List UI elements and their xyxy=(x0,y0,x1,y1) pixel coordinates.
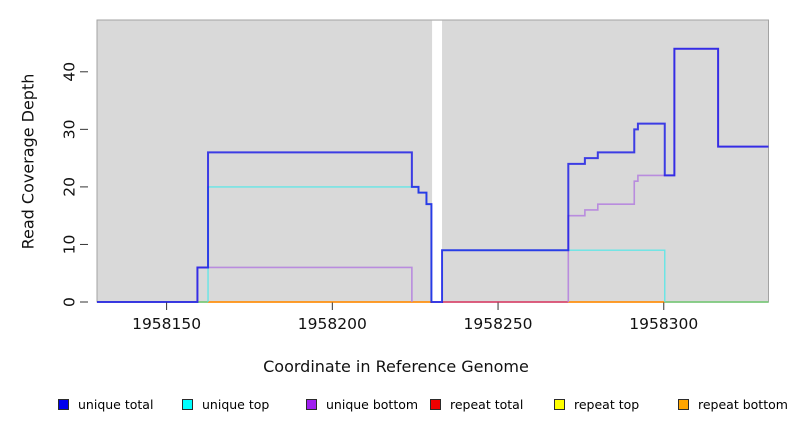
legend-item-unique-top: unique top xyxy=(182,397,306,412)
legend-label: unique top xyxy=(202,397,270,412)
y-axis-title: Read Coverage Depth xyxy=(18,73,38,250)
series-line-unique-total-0 xyxy=(97,47,769,303)
legend-item-repeat-bottom: repeat bottom xyxy=(678,397,792,412)
no-data-gap xyxy=(432,20,443,302)
legend-label: repeat bottom xyxy=(698,397,788,412)
x-axis-title: Coordinate in Reference Genome xyxy=(263,357,529,376)
y-tick-label: 40 xyxy=(61,62,79,82)
x-tick-label: 1958300 xyxy=(629,315,698,333)
legend-swatch-repeat-bottom xyxy=(678,399,689,410)
x-tick-label: 1958250 xyxy=(464,315,533,333)
legend-swatch-repeat-top xyxy=(554,399,565,410)
x-tick-label: 1958150 xyxy=(132,315,201,333)
legend-label: repeat total xyxy=(450,397,524,412)
y-tick-label: 0 xyxy=(61,297,79,307)
legend-swatch-unique-bottom xyxy=(306,399,317,410)
y-tick-label: 10 xyxy=(61,235,79,255)
legend: unique total unique top unique bottom repea… xyxy=(58,397,792,412)
legend-item-repeat-top: repeat top xyxy=(554,397,678,412)
legend-item-unique-bottom: unique bottom xyxy=(306,397,430,412)
legend-swatch-repeat-total xyxy=(430,399,441,410)
legend-swatch-unique-total xyxy=(58,399,69,410)
legend-item-unique-total: unique total xyxy=(58,397,182,412)
legend-label: unique total xyxy=(78,397,154,412)
x-tick-label: 1958200 xyxy=(298,315,367,333)
y-tick-label: 30 xyxy=(61,119,79,139)
legend-label: unique bottom xyxy=(326,397,419,412)
y-tick-label: 20 xyxy=(61,177,79,197)
legend-swatch-unique-top xyxy=(182,399,193,410)
legend-item-repeat-total: repeat total xyxy=(430,397,554,412)
legend-label: repeat top xyxy=(574,397,640,412)
